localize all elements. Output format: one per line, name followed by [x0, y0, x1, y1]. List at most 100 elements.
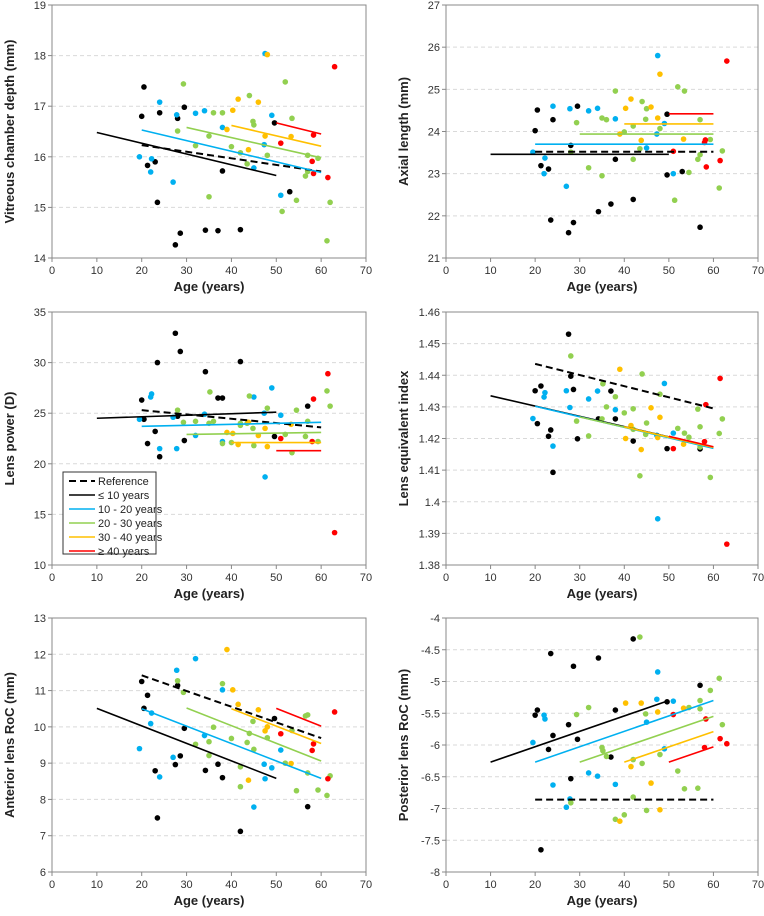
data-point-20_30 [707, 136, 714, 143]
data-point-20_30 [600, 380, 606, 387]
fit-line-reference [141, 674, 322, 740]
data-point-30_40 [657, 806, 663, 813]
data-point-le10 [612, 416, 619, 422]
y-tick-label: -6.5 [421, 772, 440, 784]
data-point-le10 [534, 107, 541, 113]
fit-line-le10 [96, 131, 277, 177]
data-point-20_30 [657, 751, 663, 758]
data-point-le10 [534, 707, 541, 713]
data-point-20_30 [251, 122, 257, 128]
data-point-20_30 [612, 88, 619, 94]
data-point-20_30 [219, 680, 226, 687]
y-tick-label: 12 [34, 649, 46, 661]
y-tick-label: 23 [428, 169, 440, 181]
data-point-le10 [538, 162, 544, 169]
data-point-le10 [570, 663, 577, 670]
data-point-20_30 [279, 208, 285, 215]
y-tick-label: 35 [34, 307, 46, 319]
data-point-le10 [202, 227, 209, 233]
legend-label-ge40: ≥ 40 years [98, 546, 150, 558]
fit-line-30_40 [231, 707, 322, 745]
y-axis-title: Axial length (mm) [396, 77, 411, 186]
data-point-le10 [138, 113, 145, 120]
data-point-30_40 [264, 51, 271, 58]
data-point-20_30 [174, 677, 181, 684]
data-point-30_40 [229, 687, 236, 693]
y-axis-title: Posterior lens RoC (mm) [396, 669, 411, 821]
data-point-10_20 [251, 804, 257, 810]
data-point-20_30 [206, 133, 212, 139]
data-point-20_30 [603, 116, 610, 123]
data-point-le10 [172, 242, 179, 248]
data-point-le10 [138, 678, 145, 685]
y-tick-label: -4 [430, 613, 440, 625]
x-tick-label: 60 [707, 572, 719, 584]
x-axis-title: Age (years) [567, 279, 638, 294]
x-tick-label: 20 [136, 265, 148, 277]
x-tick-label: 30 [180, 572, 192, 584]
data-point-10_20 [148, 391, 155, 397]
data-point-le10 [612, 707, 619, 713]
data-point-10_20 [654, 516, 661, 522]
y-tick-label: 8 [40, 794, 46, 806]
data-point-le10 [565, 229, 572, 236]
data-point-10_20 [612, 406, 619, 413]
fit-line-le10 [96, 707, 277, 780]
data-point-le10 [550, 732, 556, 739]
data-point-le10 [304, 803, 311, 810]
x-tick-label: 70 [360, 265, 372, 277]
data-point-le10 [144, 440, 151, 447]
x-tick-label: 20 [529, 265, 541, 277]
data-point-le10 [271, 433, 278, 440]
data-point-10_20 [541, 170, 547, 177]
y-tick-label: 15 [34, 509, 46, 521]
x-tick-label: 40 [225, 879, 237, 891]
data-point-20_30 [250, 718, 256, 725]
data-point-20_30 [192, 418, 199, 425]
y-axis-title: Anterior lens RoC (mm) [2, 672, 17, 818]
data-point-20_30 [637, 634, 643, 640]
data-point-20_30 [674, 84, 681, 90]
data-point-10_20 [148, 156, 155, 162]
data-point-20_30 [681, 786, 688, 792]
data-point-10_20 [170, 179, 176, 185]
data-point-ge40 [277, 730, 284, 737]
x-tick-label: 70 [752, 265, 764, 277]
y-tick-label: 17 [34, 101, 46, 113]
data-point-10_20 [156, 774, 163, 780]
data-point-30_40 [622, 435, 629, 442]
data-point-le10 [574, 436, 581, 442]
data-point-10_20 [269, 112, 275, 119]
data-point-20_30 [228, 735, 235, 742]
data-point-20_30 [716, 185, 723, 191]
fit-line-20_30 [186, 707, 322, 762]
data-point-20_30 [697, 151, 703, 158]
data-point-le10 [172, 761, 179, 768]
y-tick-label: 1.45 [419, 339, 440, 351]
data-point-30_40 [680, 441, 687, 447]
data-point-le10 [538, 846, 544, 853]
data-point-20_30 [719, 721, 726, 728]
data-point-20_30 [719, 148, 726, 154]
data-point-20_30 [686, 434, 692, 441]
fit-line-20_30 [186, 431, 322, 436]
data-point-30_40 [648, 780, 654, 786]
data-point-10_20 [542, 155, 548, 161]
data-point-20_30 [637, 145, 643, 152]
data-point-30_40 [628, 763, 634, 770]
data-point-ge40 [309, 747, 315, 754]
data-point-10_20 [594, 105, 601, 112]
data-point-20_30 [573, 418, 580, 424]
data-point-10_20 [563, 804, 570, 811]
fit-line-30_40 [624, 730, 714, 763]
data-point-10_20 [147, 720, 154, 727]
data-point-le10 [304, 403, 311, 409]
data-point-20_30 [324, 792, 330, 799]
y-tick-label: -5 [430, 677, 440, 689]
data-point-10_20 [156, 445, 163, 452]
panel-6: -8 -7.5 -7 -6.5 -6 -5.5 -5 -4.5 -4 0 10 20 30 40 50 60 7… [396, 613, 764, 908]
data-point-le10 [152, 428, 158, 435]
x-tick-label: 0 [49, 572, 55, 584]
data-point-ge40 [702, 137, 709, 143]
data-point-20_30 [599, 172, 605, 179]
